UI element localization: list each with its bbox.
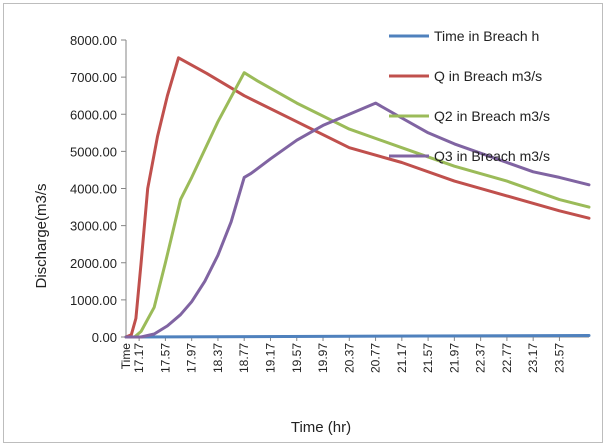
x-tick-label-start: Time (119, 343, 133, 370)
x-tick-label: 19.97 (316, 343, 330, 373)
legend-label: Q in Breach m3/s (434, 68, 542, 84)
legend-label: Q3 in Breach m3/s (434, 148, 550, 164)
series-line-3 (124, 71, 591, 339)
x-tick-label: 18.37 (211, 343, 225, 373)
y-tick-label: 0.00 (92, 330, 117, 345)
x-tick-label: 17.97 (185, 343, 199, 373)
x-tick-label: 23.17 (526, 343, 540, 373)
chart-frame: 0.00 1000.00 2000.00 3000.00 4000.00 5000.00 6… (3, 3, 603, 443)
y-tick-label: 6000.00 (70, 107, 117, 122)
x-tick-label: 18.77 (237, 343, 251, 373)
x-tick-label: 21.97 (447, 343, 461, 373)
y-tick-label: 7000.00 (70, 70, 117, 85)
x-tick-label: 22.37 (474, 343, 488, 373)
series-line-2 (124, 56, 591, 339)
y-tick-label: 8000.00 (70, 33, 117, 48)
x-axis-title: Time (hr) (291, 419, 351, 436)
x-tick-label: 19.57 (290, 343, 304, 373)
x-tick-label: 22.77 (500, 343, 514, 373)
y-tick-labels: 0.00 1000.00 2000.00 3000.00 4000.00 5000.00 6… (70, 33, 126, 345)
series-line-4 (124, 101, 591, 339)
y-tick-label: 4000.00 (70, 182, 117, 197)
legend-label: Q2 in Breach m3/s (434, 108, 550, 124)
series-line-1 (124, 334, 591, 339)
x-tick-labels: Time 17.17 17.57 17.97 18.37 18.77 19.17 19.57 1… (119, 337, 566, 373)
x-tick-label: 20.37 (342, 343, 356, 373)
axes (125, 40, 589, 338)
x-tick-label: 20.77 (369, 343, 383, 373)
y-tick-label: 1000.00 (70, 293, 117, 308)
x-tick-label: 23.57 (552, 343, 566, 373)
y-tick-label: 2000.00 (70, 256, 117, 271)
series-lines (124, 56, 591, 339)
x-tick-label: 21.17 (395, 343, 409, 373)
line-chart: 0.00 1000.00 2000.00 3000.00 4000.00 5000.00 6… (33, 28, 591, 436)
y-tick-label: 5000.00 (70, 144, 117, 159)
y-axis-title: Discharge(m3/s (33, 183, 50, 288)
y-tick-label: 3000.00 (70, 219, 117, 234)
legend-label: Time in Breach h (434, 28, 539, 44)
x-tick-label: 17.17 (132, 343, 146, 373)
legend: Time in Breach h Q in Breach m3/s Q2 in Br… (389, 28, 550, 164)
x-tick-label: 17.57 (158, 343, 172, 373)
x-tick-label: 21.57 (421, 343, 435, 373)
x-tick-label: 19.17 (263, 343, 277, 373)
